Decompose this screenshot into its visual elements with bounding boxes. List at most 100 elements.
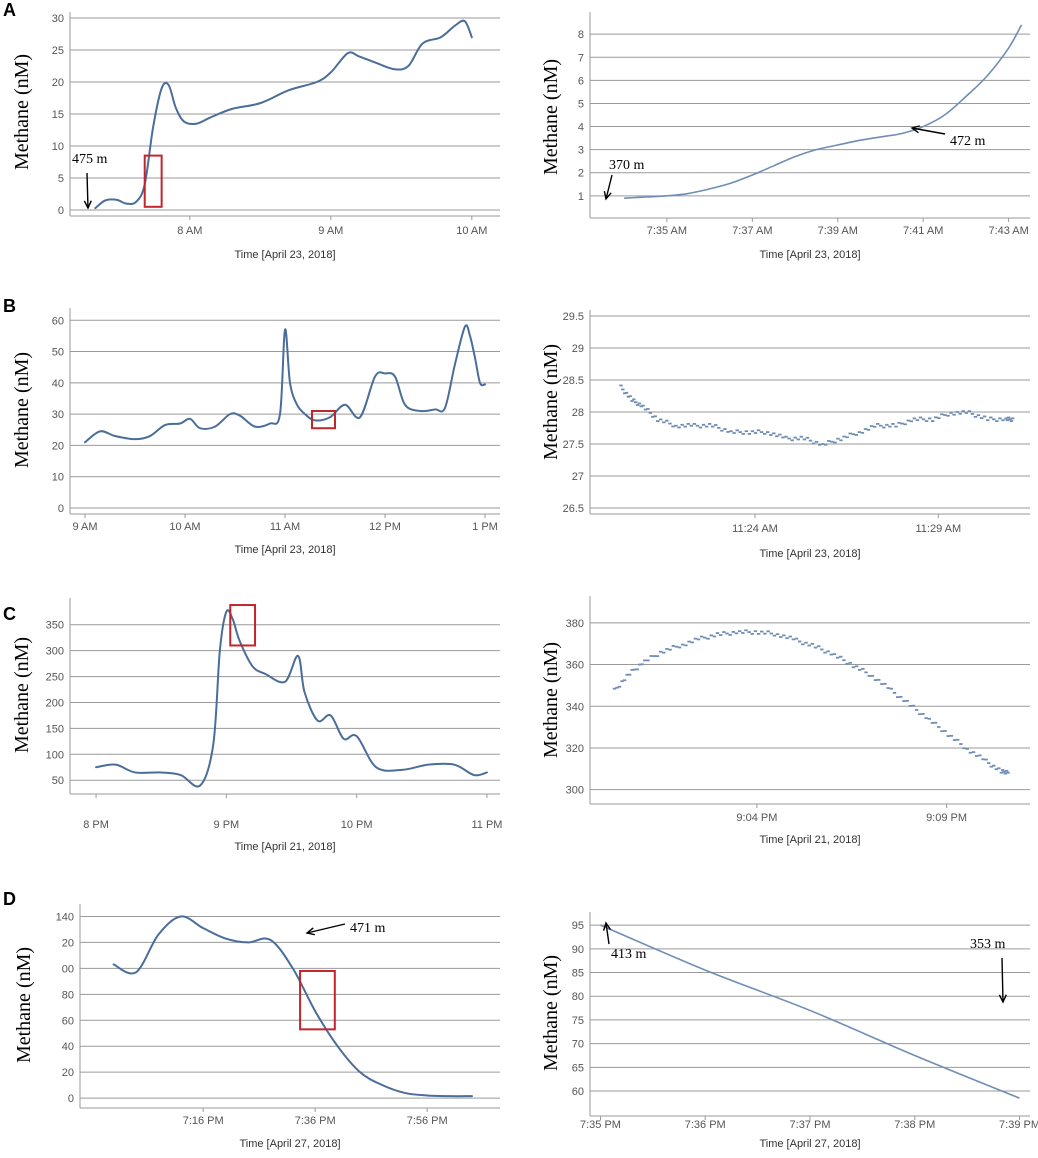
data-point <box>797 640 802 643</box>
data-point <box>680 423 684 426</box>
data-point <box>711 425 715 428</box>
data-point <box>827 440 831 442</box>
y-tick-label: 350 <box>46 620 64 632</box>
data-point <box>747 433 752 435</box>
data-point <box>693 637 698 640</box>
data-point <box>802 438 807 441</box>
data-point <box>683 425 687 428</box>
highlight-box <box>311 410 336 430</box>
data-point <box>700 635 704 638</box>
depth-annotation: 353 m <box>970 937 1006 952</box>
data-point <box>750 632 754 635</box>
data-point <box>689 424 694 427</box>
data-point <box>627 673 632 676</box>
data-point <box>637 402 642 405</box>
y-tick-label: 100 <box>46 749 64 761</box>
data-point <box>895 696 900 699</box>
data-point <box>885 423 889 426</box>
data-point <box>652 655 656 657</box>
data-point <box>617 685 622 688</box>
highlight-box <box>143 154 163 208</box>
data-point <box>741 632 745 634</box>
data-point <box>763 632 767 635</box>
data-point <box>820 648 824 651</box>
data-line <box>600 924 1020 1099</box>
x-tick-label: 7:36 PM <box>685 1119 726 1131</box>
data-point <box>976 414 981 417</box>
x-axis-label: Time [April 23, 2018] <box>234 544 335 556</box>
x-tick-label: 9 AM <box>72 521 97 533</box>
y-tick-label: 26.5 <box>563 503 584 515</box>
data-point <box>734 632 739 635</box>
data-point <box>824 443 828 446</box>
y-tick-label: 150 <box>46 723 64 735</box>
data-point <box>753 630 758 633</box>
data-point <box>992 418 996 421</box>
data-point <box>940 730 944 733</box>
x-tick-label: 7:35 PM <box>580 1119 621 1131</box>
data-point <box>880 683 884 685</box>
x-tick-label: 9:09 PM <box>926 812 967 824</box>
data-point <box>737 630 742 633</box>
data-point <box>753 432 758 434</box>
data-point <box>927 717 931 720</box>
data-point <box>1008 418 1012 421</box>
data-point <box>707 423 712 425</box>
data-point <box>830 440 834 443</box>
data-point <box>784 435 788 438</box>
data-point <box>839 439 843 442</box>
y-tick-label: 10 <box>52 472 64 484</box>
data-point <box>696 638 701 641</box>
y-axis-label: Methane (nM) <box>540 59 562 175</box>
data-point <box>854 434 859 436</box>
x-tick-label: 8 PM <box>83 819 109 831</box>
data-point <box>1001 419 1005 422</box>
x-tick-label: 10 PM <box>341 819 373 831</box>
y-tick-label: 25 <box>52 45 64 57</box>
data-point <box>781 436 785 439</box>
x-tick-label: 7:41 AM <box>903 225 943 237</box>
data-point <box>899 695 903 698</box>
chart-d-right: 60 65 70 75 80 85 90 95 7:35 PM 7:36 PM 7:37 PM 7:3… <box>540 912 1038 1150</box>
data-point <box>796 438 800 441</box>
data-point <box>900 422 904 425</box>
data-point <box>906 419 910 422</box>
chart-a-right: 1 2 3 4 5 6 7 8 7:35 AM 7:37 AM 7:39 AM 7:41 AM 7:43… <box>540 12 1030 261</box>
data-point <box>992 764 996 767</box>
y-axis-label: Methane (nM) <box>11 54 33 170</box>
data-point <box>987 762 991 765</box>
data-point <box>709 634 713 637</box>
data-point <box>756 632 761 635</box>
data-point <box>905 699 909 702</box>
data-point <box>961 410 965 412</box>
y-tick-label: 20 <box>62 1067 74 1079</box>
data-point <box>836 437 840 440</box>
data-point <box>706 637 710 640</box>
data-point <box>701 423 706 426</box>
data-line <box>84 324 486 444</box>
y-tick-label: 30 <box>52 409 64 421</box>
data-point <box>813 646 818 649</box>
depth-annotation: 413 m <box>611 947 647 962</box>
data-point <box>877 678 881 681</box>
x-tick-label: 9 PM <box>214 819 240 831</box>
y-tick-label: 250 <box>46 672 64 684</box>
y-tick-label: 80 <box>572 991 584 1003</box>
data-point <box>799 435 804 438</box>
data-point <box>747 631 751 633</box>
data-point <box>659 418 663 421</box>
y-tick-label: 90 <box>572 944 584 956</box>
data-point <box>785 637 789 640</box>
y-tick-label: 50 <box>52 775 64 787</box>
data-point <box>979 417 984 419</box>
x-tick-label: 11:24 AM <box>732 523 778 535</box>
data-point <box>894 425 898 428</box>
y-tick-label: 60 <box>62 1015 74 1027</box>
x-axis-label: Time [April 21, 2018] <box>759 834 860 846</box>
data-point <box>658 650 663 653</box>
data-point <box>766 431 770 433</box>
data-point <box>665 648 669 650</box>
y-tick-label: 5 <box>578 98 584 110</box>
data-point <box>921 418 926 421</box>
y-tick-label: 4 <box>578 122 584 134</box>
